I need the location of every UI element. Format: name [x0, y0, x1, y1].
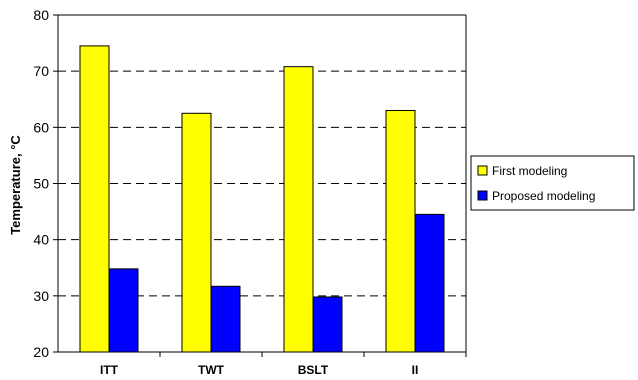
x-category-label: BSLT [298, 363, 329, 377]
bars [79, 45, 445, 353]
y-tick-label: 60 [33, 119, 49, 135]
bar-first-modeling-itt [79, 45, 110, 353]
y-axis-title: Temperature, °C [8, 135, 23, 235]
bar-proposed-modeling-ii [414, 213, 445, 353]
legend-swatch-proposed-modeling [477, 190, 488, 201]
y-tick-label: 20 [33, 344, 49, 360]
x-category-labels: ITT TWT BSLT II [100, 363, 418, 377]
y-tick-label: 80 [33, 7, 49, 23]
bar-first-modeling-bslt [283, 66, 314, 353]
y-tick-labels: 20 30 40 50 60 70 80 [33, 7, 49, 360]
x-category-label: TWT [198, 363, 225, 377]
legend-label-proposed-modeling: Proposed modeling [492, 189, 595, 203]
x-category-label: II [412, 363, 419, 377]
x-category-label: ITT [100, 363, 119, 377]
bar-proposed-modeling-twt [210, 285, 241, 353]
legend-box [470, 155, 635, 211]
y-tick-label: 40 [33, 232, 49, 248]
y-tick-label: 30 [33, 288, 49, 304]
legend-label-first-modeling: First modeling [492, 164, 567, 178]
legend: First modeling Proposed modeling [470, 155, 635, 211]
legend-swatch-first-modeling [477, 165, 488, 176]
bar-proposed-modeling-itt [108, 268, 139, 353]
bar-proposed-modeling-bslt [312, 296, 343, 353]
bar-first-modeling-twt [181, 112, 212, 353]
bar-first-modeling-ii [385, 109, 416, 353]
axes [53, 14, 467, 357]
y-tick-label: 50 [33, 176, 49, 192]
y-tick-label: 70 [33, 63, 49, 79]
